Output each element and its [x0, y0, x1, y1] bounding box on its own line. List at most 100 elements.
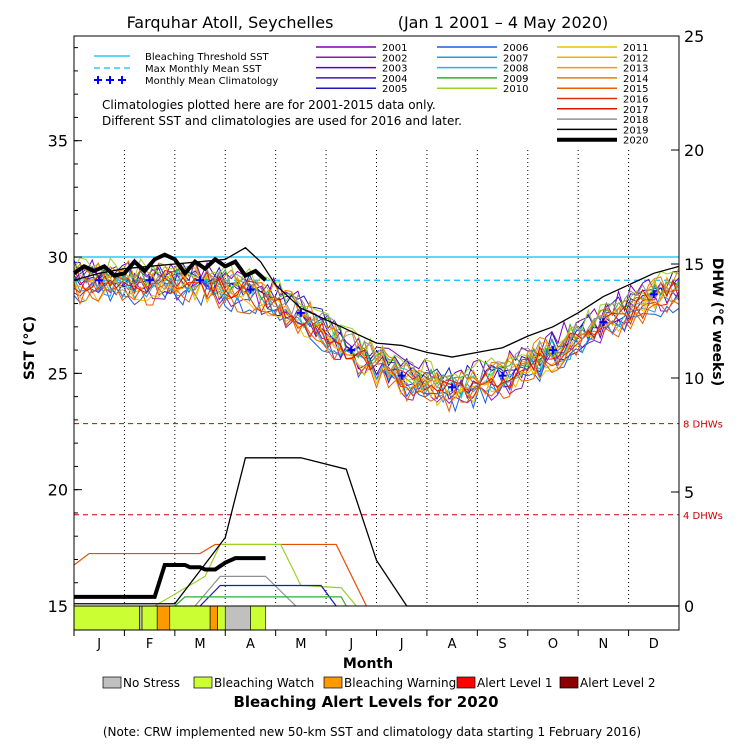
climatology-marker	[397, 371, 406, 380]
month-label: N	[599, 637, 609, 652]
year-legend-label: 2005	[382, 84, 407, 95]
year-legend-label: 2008	[503, 64, 528, 75]
year-legend-label: 2012	[623, 53, 648, 64]
y-right-tick-label: 0	[684, 597, 694, 616]
x-axis-label: Month	[343, 656, 393, 672]
month-label: M	[295, 637, 306, 652]
alert-legend-label: Alert Level 2	[580, 676, 656, 690]
alert-legend-title: Bleaching Alert Levels for 2020	[233, 693, 498, 711]
y-left-tick-label: 35	[48, 132, 68, 151]
bleaching-alert-segment	[156, 605, 171, 631]
year-legend-label: 2011	[623, 43, 648, 54]
dhw-line	[199, 584, 337, 607]
bleaching-alert-segment	[250, 605, 266, 631]
year-legend-label: 2001	[382, 43, 407, 54]
alert-legend-label: Bleaching Watch	[214, 676, 314, 690]
y-right-tick-label: 25	[684, 27, 704, 46]
bleaching-alert-segment	[73, 605, 140, 631]
climatology-marker	[448, 383, 457, 392]
year-legend-label: 2003	[382, 64, 407, 75]
year-legend-label: 2017	[623, 105, 648, 116]
climatology-marker	[246, 285, 255, 294]
year-legend-label: 2007	[503, 53, 528, 64]
sst-line	[73, 282, 680, 413]
alert-legend-swatch	[456, 676, 476, 689]
month-label: A	[448, 637, 457, 652]
bleaching-alert-segment	[139, 605, 143, 631]
month-label: F	[146, 637, 153, 652]
month-label: M	[194, 637, 205, 652]
dhw-line	[73, 543, 367, 607]
footnote: (Note: CRW implemented new 50-km SST and…	[103, 725, 641, 739]
y-right-tick-label: 10	[684, 369, 704, 388]
legend-label: Monthly Mean Climatology	[145, 76, 278, 87]
climatology-marker	[95, 276, 104, 285]
legend-label: Max Monthly Mean SST	[145, 64, 262, 75]
sst-line	[73, 257, 680, 383]
y-left-tick-label: 25	[48, 364, 68, 383]
year-legend-label: 2020	[623, 136, 648, 147]
y-right-tick-label: 5	[684, 483, 694, 502]
dhw-line	[154, 543, 357, 607]
alert-legend-swatch	[323, 676, 343, 689]
legend-marker	[106, 76, 114, 84]
year-legend-label: 2016	[623, 95, 648, 106]
month-label: J	[96, 637, 101, 652]
dhw-reference-label: 4 DHWs	[683, 511, 723, 522]
dhw-line	[194, 575, 297, 607]
climatology-marker	[599, 318, 608, 327]
alert-legend-label: Alert Level 1	[477, 676, 553, 690]
month-label: O	[548, 637, 558, 652]
plot-area: 8 DHWs 4 DHWs 15 20 25 30 35 0 5 10 15 20 25 J F M A M J J A…	[48, 27, 723, 652]
alert-legend-swatch	[559, 676, 579, 689]
bleaching-alert-segment	[169, 605, 211, 631]
year-legend-label: 2015	[623, 84, 648, 95]
year-legend-label: 2004	[382, 74, 407, 85]
chart-title: Farquhar Atoll, Seychelles	[127, 13, 334, 32]
climatology-marker	[649, 290, 658, 299]
dhw-line-2019	[74, 457, 679, 607]
bleaching-alert-segment	[217, 605, 226, 631]
climatology-marker	[498, 371, 507, 380]
climatology-marker	[196, 276, 205, 285]
alert-legend-label: No Stress	[123, 676, 180, 690]
climatology-marker	[548, 346, 557, 355]
year-legend-label: 2014	[623, 74, 648, 85]
y-left-tick-label: 20	[48, 481, 68, 500]
bleaching-alert-segment	[141, 605, 158, 631]
month-label: J	[399, 637, 404, 652]
note-line-2: Different SST and climatologies are used…	[102, 114, 462, 128]
y-right-tick-label: 20	[684, 141, 704, 160]
year-legend-label: 2010	[503, 84, 528, 95]
year-legend-label: 2013	[623, 64, 648, 75]
legend-marker	[94, 76, 102, 84]
bleaching-alert-segment	[209, 605, 218, 631]
y-left-tick-label: 30	[48, 248, 68, 267]
year-legend-label: 2018	[623, 115, 648, 126]
chart-date-range: (Jan 1 2001 – 4 May 2020)	[398, 13, 609, 32]
year-legend-label: 2002	[382, 53, 407, 64]
legend-marker	[118, 76, 126, 84]
alert-legend-swatch	[102, 676, 122, 689]
bleaching-alert-segment	[224, 605, 251, 631]
month-label: S	[498, 637, 506, 652]
legend-label: Bleaching Threshold SST	[145, 52, 270, 63]
sst-line	[73, 259, 680, 389]
year-legend-label: 2019	[623, 125, 648, 136]
dhw-line-2020	[74, 556, 266, 599]
alert-legend-swatch	[193, 676, 213, 689]
sst-line-2020	[72, 252, 267, 282]
y-right-tick-label: 15	[684, 255, 704, 274]
year-legend-label: 2006	[503, 43, 528, 54]
y-axis-right-label: DHW (°C weeks)	[709, 258, 725, 386]
alert-legend-label: Bleaching Warning	[344, 676, 456, 690]
month-label: J	[348, 637, 353, 652]
note-line-1: Climatologies plotted here are for 2001-…	[102, 98, 436, 112]
y-axis-left-label: SST (°C)	[22, 316, 38, 380]
sst-line	[73, 265, 680, 389]
climatology-marker	[145, 276, 154, 285]
climatology-marker	[347, 346, 356, 355]
year-legend-label: 2009	[503, 74, 528, 85]
dhw-line	[174, 596, 347, 607]
